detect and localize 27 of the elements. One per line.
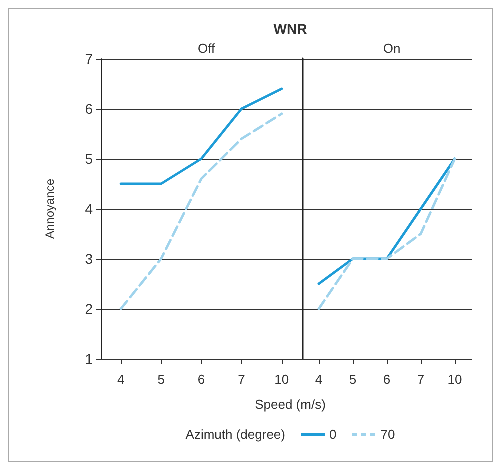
x-tick-label: 5 bbox=[158, 372, 165, 387]
x-tick-label: 6 bbox=[198, 372, 206, 387]
x-tick-label: 4 bbox=[117, 372, 125, 387]
x-tick-label: 10 bbox=[274, 372, 290, 387]
y-tick-label: 7 bbox=[85, 51, 94, 67]
line-series bbox=[120, 88, 284, 186]
chart-subtitle: Off bbox=[198, 41, 216, 56]
chart-title: WNR bbox=[272, 21, 308, 37]
y-tick-label: 4 bbox=[85, 201, 94, 217]
y-tick-label: 5 bbox=[85, 151, 94, 167]
x-tick-label: 5 bbox=[349, 372, 357, 387]
legend-label: 0 bbox=[330, 427, 337, 442]
legend-title: Azimuth (degree) bbox=[186, 427, 286, 442]
x-tick-label: 7 bbox=[417, 372, 425, 387]
y-tick-label: 1 bbox=[85, 351, 94, 367]
x-tick-label: 10 bbox=[448, 372, 462, 387]
line-series bbox=[120, 112, 284, 310]
chart-subtitle: On bbox=[383, 41, 401, 56]
x-tick-label: 7 bbox=[238, 372, 246, 387]
legend-label: 70 bbox=[380, 427, 396, 442]
x-axis-title: Speed (m/s) bbox=[254, 397, 327, 412]
x-tick-label: 6 bbox=[383, 372, 391, 387]
y-tick-label: 3 bbox=[85, 251, 94, 267]
y-axis-title: Annoyance bbox=[43, 178, 57, 240]
y-tick-label: 6 bbox=[85, 101, 94, 117]
y-tick-label: 2 bbox=[85, 301, 94, 317]
x-tick-label: 4 bbox=[315, 372, 323, 387]
